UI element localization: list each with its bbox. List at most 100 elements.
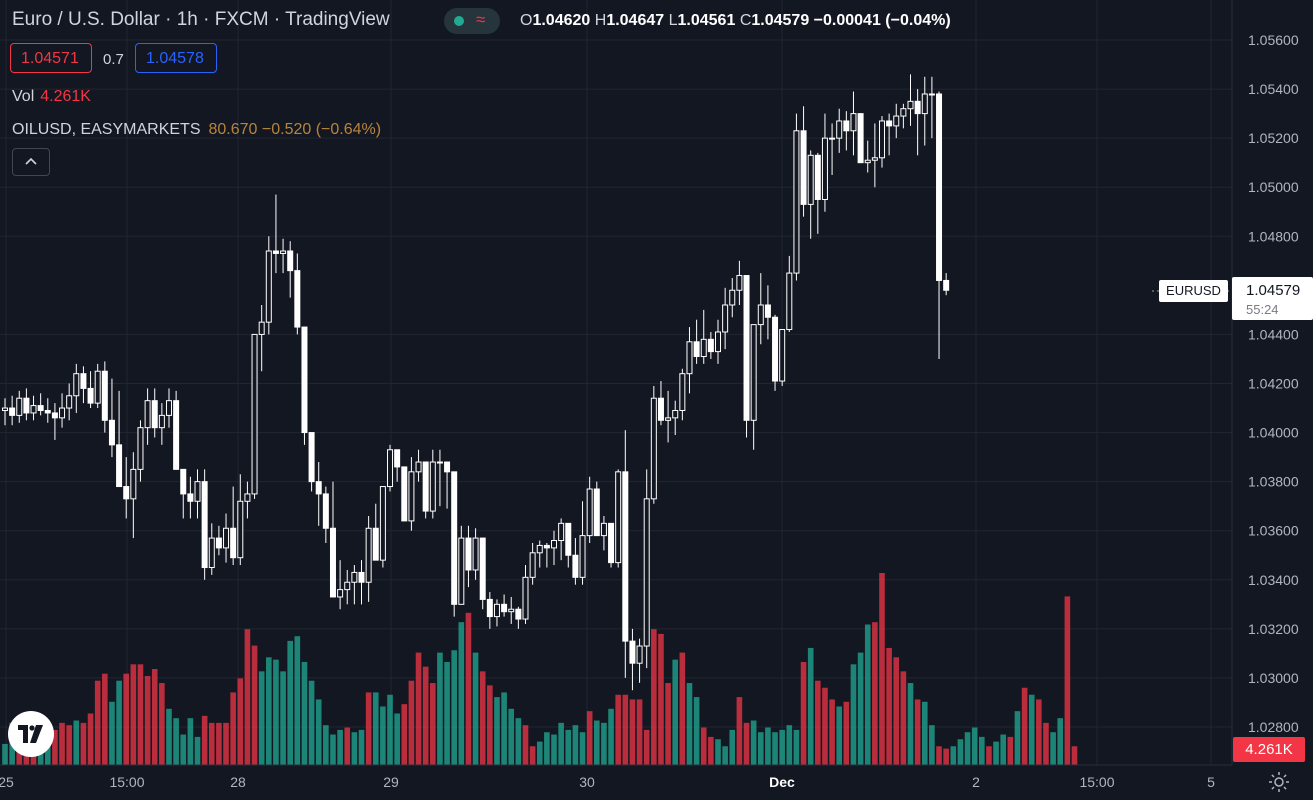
volume-bar bbox=[1021, 687, 1028, 765]
buy-button[interactable]: 1.04578 bbox=[135, 43, 217, 73]
volume-bar bbox=[80, 722, 87, 765]
candle-body bbox=[565, 522, 572, 556]
compare-symbol-value: 80.670 −0.520 (−0.64%) bbox=[208, 121, 382, 138]
volume-bar bbox=[451, 650, 457, 765]
gear-icon[interactable] bbox=[1268, 771, 1290, 793]
volume-bar bbox=[130, 664, 137, 765]
candle-body bbox=[907, 100, 914, 110]
current-volume-label: 4.261K bbox=[1233, 737, 1305, 762]
market-status-icon[interactable]: ≈ bbox=[444, 8, 500, 34]
candle-body bbox=[408, 471, 415, 522]
price-tick-label: 1.05200 bbox=[1248, 130, 1299, 146]
candle-body bbox=[465, 537, 472, 571]
candle-body bbox=[693, 341, 700, 358]
candle-body bbox=[394, 449, 401, 468]
volume-bar bbox=[593, 720, 600, 765]
candle-body bbox=[650, 397, 657, 500]
candle-body bbox=[308, 432, 315, 483]
price-tick-label: 1.02800 bbox=[1248, 719, 1299, 735]
candle-body bbox=[223, 527, 230, 549]
volume-bar bbox=[380, 706, 386, 765]
candle-body bbox=[258, 321, 265, 335]
price-tick-label: 1.04400 bbox=[1248, 326, 1299, 342]
candle-body bbox=[764, 304, 771, 318]
volume-bar bbox=[1028, 694, 1035, 765]
volume-bar bbox=[693, 697, 700, 765]
candle-body bbox=[636, 645, 643, 664]
candle-body bbox=[572, 554, 579, 578]
sell-button[interactable]: 1.04571 bbox=[10, 43, 92, 73]
candle-body bbox=[401, 466, 408, 522]
candle-body bbox=[508, 608, 515, 613]
volume-legend[interactable]: Vol 4.261K bbox=[12, 88, 91, 106]
volume-bar bbox=[786, 725, 793, 765]
candle-body bbox=[101, 370, 108, 421]
volume-bar bbox=[244, 629, 251, 765]
volume-bar bbox=[173, 718, 179, 765]
candle-body bbox=[344, 581, 351, 591]
volume-bar bbox=[394, 713, 400, 765]
volume-bar bbox=[1007, 736, 1014, 765]
tradingview-logo-icon[interactable] bbox=[8, 711, 54, 757]
volume-bar bbox=[408, 680, 415, 765]
volume-bar bbox=[337, 729, 343, 765]
candle-body bbox=[736, 275, 743, 291]
time-tick-label: 2 bbox=[972, 774, 980, 790]
collapse-legend-button[interactable] bbox=[12, 148, 50, 176]
candle-body bbox=[9, 407, 16, 416]
volume-bar bbox=[893, 657, 900, 765]
candle-body bbox=[358, 571, 365, 583]
volume-bar bbox=[943, 748, 949, 765]
volume-bar bbox=[1014, 711, 1021, 765]
volume-bar bbox=[479, 671, 486, 765]
candle-body bbox=[921, 93, 928, 115]
volume-bar bbox=[829, 699, 835, 765]
volume-bar bbox=[237, 678, 244, 765]
volume-bar bbox=[886, 647, 892, 765]
symbol-title[interactable]: Euro / U.S. Dollar · 1h · FXCM · Trading… bbox=[12, 9, 390, 30]
candle-body bbox=[165, 400, 172, 416]
candle-body bbox=[180, 468, 187, 495]
candle-body bbox=[486, 598, 493, 618]
volume-bar bbox=[715, 739, 721, 765]
compare-symbol-name: OILUSD, EASYMARKETS bbox=[12, 121, 201, 138]
volume-bar bbox=[558, 722, 564, 765]
volume-bar bbox=[102, 673, 108, 765]
candle-body bbox=[779, 329, 786, 382]
candle-body bbox=[137, 427, 144, 470]
candle-body bbox=[479, 537, 486, 600]
candle-body bbox=[928, 93, 935, 96]
time-tick-label: Dec bbox=[769, 774, 795, 790]
volume-bar bbox=[708, 736, 714, 765]
volume-bar bbox=[465, 612, 472, 765]
candle-body bbox=[529, 552, 536, 578]
compare-symbol-legend[interactable]: OILUSD, EASYMARKETS 80.670 −0.520 (−0.64%… bbox=[12, 121, 381, 139]
volume-bar bbox=[779, 729, 785, 765]
candle-body bbox=[608, 522, 615, 564]
volume-bar bbox=[907, 683, 914, 765]
time-tick-label: 29 bbox=[383, 774, 399, 790]
candle-body bbox=[215, 537, 222, 549]
candle-body bbox=[23, 397, 30, 414]
volume-bar bbox=[686, 683, 693, 765]
candle-body bbox=[757, 304, 764, 326]
volume-bar bbox=[857, 652, 864, 765]
candle-body bbox=[287, 250, 294, 272]
candle-body bbox=[73, 373, 80, 397]
volume-bar bbox=[458, 622, 465, 765]
volume-bar bbox=[815, 680, 821, 765]
candle-body bbox=[643, 498, 650, 647]
price-tick-label: 1.03400 bbox=[1248, 572, 1299, 588]
high-value: 1.04647 bbox=[606, 12, 665, 29]
volume-bar bbox=[144, 676, 151, 765]
candle-body bbox=[522, 576, 529, 620]
candle-body bbox=[615, 471, 622, 564]
candle-body bbox=[387, 449, 394, 488]
candle-body bbox=[686, 341, 693, 375]
volume-bar bbox=[59, 722, 65, 765]
candle-body bbox=[707, 338, 714, 353]
low-value: 1.04561 bbox=[677, 12, 736, 29]
chevron-up-icon bbox=[25, 157, 37, 165]
